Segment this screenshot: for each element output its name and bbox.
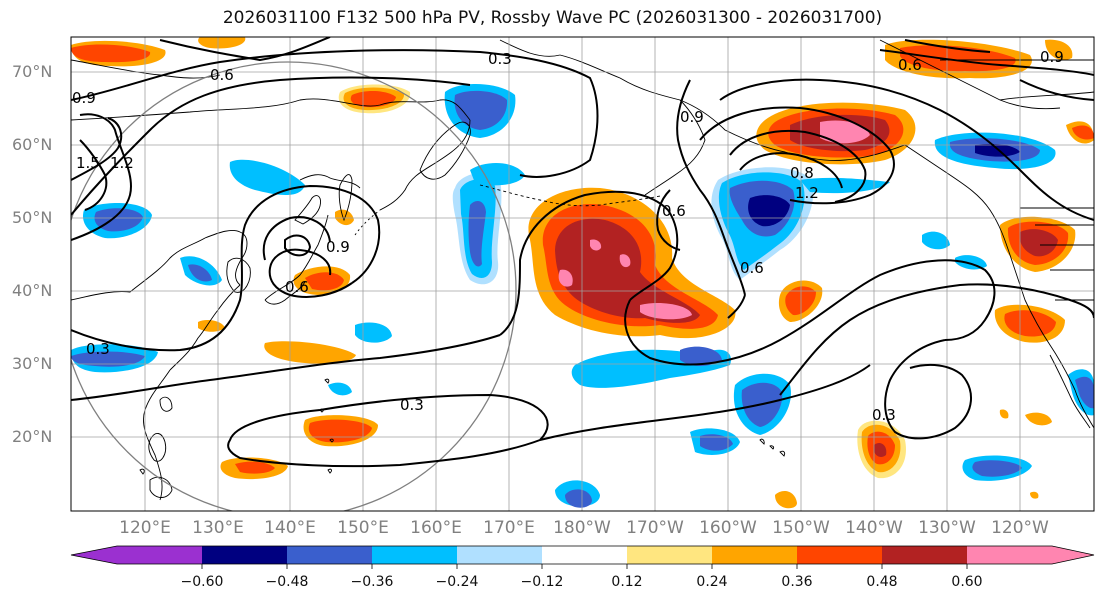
- lon-label: 140°W: [845, 518, 903, 538]
- colorbar: [70, 545, 1095, 569]
- colorbar-ticks: [201, 564, 968, 569]
- lon-label: 150°E: [337, 518, 389, 538]
- contour-label: 0.9: [1040, 48, 1064, 66]
- contour-label: 0.3: [872, 406, 896, 424]
- colorbar-segment: [287, 546, 372, 564]
- colorbar-tick-label: −0.12: [520, 574, 564, 590]
- contour-labels: 0.3 0.6 0.9 1.2 1.5 0.3 0.3 0.6 0.9 0.6 …: [72, 48, 1064, 424]
- contour-label: 0.8: [790, 164, 814, 182]
- colorbar-tick-label: 0.36: [781, 574, 813, 590]
- colorbar-tick-label: −0.36: [350, 574, 394, 590]
- colorbar-segment: [627, 546, 712, 564]
- lon-label: 140°E: [264, 518, 316, 538]
- colorbar-segment: [117, 546, 202, 564]
- lat-label: 40°N: [12, 281, 53, 300]
- lon-label: 120°E: [119, 518, 171, 538]
- contour-label: 0.6: [898, 56, 922, 74]
- lon-label: 150°W: [772, 518, 830, 538]
- contour-label: 1.2: [795, 184, 819, 202]
- colorbar-tick-label: 0.12: [611, 574, 643, 590]
- colorbar-segment: [882, 546, 967, 564]
- contour-label: 0.6: [210, 66, 234, 84]
- lon-label: 180°W: [553, 518, 611, 538]
- colorbar-extend-low: [71, 546, 117, 564]
- lon-label: 170°E: [483, 518, 535, 538]
- contour-label: 0.6: [662, 202, 686, 220]
- colorbar-tick-label: −0.60: [180, 574, 224, 590]
- contour-label: 1.2: [110, 154, 134, 172]
- colorbar-segment: [202, 546, 287, 564]
- colorbar-extend-high: [1052, 546, 1094, 564]
- contour-label: 0.6: [740, 259, 764, 277]
- contour-label: 0.9: [326, 238, 350, 256]
- lat-label: 50°N: [12, 208, 53, 227]
- colorbar-outline: [70, 545, 1095, 565]
- colorbar-segment: [457, 546, 542, 564]
- lat-label: 20°N: [12, 427, 53, 446]
- colorbar-segment: [372, 546, 457, 564]
- contour-label: 0.3: [400, 396, 424, 414]
- lon-label: 120°W: [991, 518, 1049, 538]
- lat-label: 60°N: [12, 135, 53, 154]
- contour-label: 0.9: [72, 89, 96, 107]
- contour-label: 0.9: [680, 108, 704, 126]
- colorbar-segment: [967, 546, 1052, 564]
- lon-label: 130°E: [192, 518, 244, 538]
- contour-label: 0.3: [488, 50, 512, 68]
- colorbar-tick-label: −0.48: [265, 574, 309, 590]
- contour-label: 0.6: [285, 278, 309, 296]
- lat-label: 30°N: [12, 354, 53, 373]
- lon-label: 160°W: [699, 518, 757, 538]
- coastlines: [71, 39, 1094, 501]
- map-frame: [70, 36, 1095, 512]
- contour-label: 1.5: [76, 154, 100, 172]
- lon-label: 160°E: [410, 518, 462, 538]
- colorbar-segment: [542, 546, 627, 564]
- contour-label: 0.3: [86, 340, 110, 358]
- map-title: 2026031100 F132 500 hPa PV, Rossby Wave …: [222, 8, 883, 28]
- colorbar-segment: [797, 546, 882, 564]
- lat-label: 70°N: [12, 62, 53, 81]
- colorbar-tick-label: −0.24: [435, 574, 479, 590]
- lon-label: 170°W: [626, 518, 684, 538]
- radius-circle: [71, 61, 517, 511]
- colorbar-tick-label: 0.48: [866, 574, 898, 590]
- pv-contours: [71, 37, 1094, 468]
- colorbar-tick-label: 0.24: [696, 574, 728, 590]
- lon-label: 130°W: [918, 518, 976, 538]
- colorbar-tick-label: 0.60: [951, 574, 983, 590]
- colorbar-segment: [712, 546, 797, 564]
